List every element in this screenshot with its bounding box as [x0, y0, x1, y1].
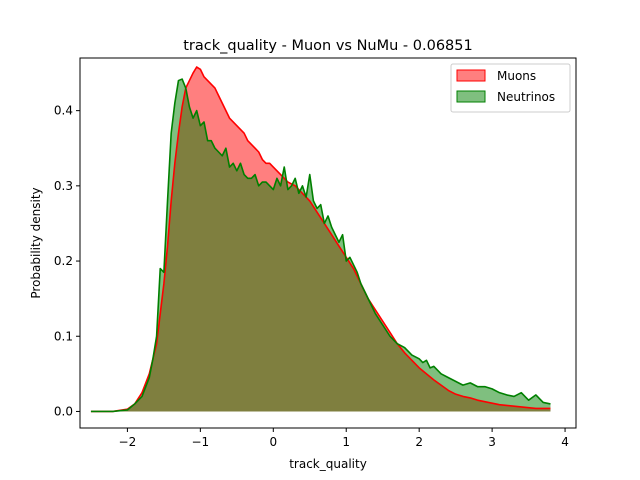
x-axis-label: track_quality — [289, 457, 367, 471]
y-tick-label: 0.1 — [54, 329, 73, 343]
y-axis-label: Probability density — [29, 187, 43, 298]
x-tick-label: 1 — [342, 435, 350, 449]
y-tick-label: 0.3 — [54, 179, 73, 193]
x-axis-ticks: −2 −1 0 1 2 3 4 — [119, 428, 569, 449]
x-tick-label: −2 — [119, 435, 137, 449]
legend-label-neutrinos: Neutrinos — [497, 90, 555, 104]
x-tick-label: 3 — [488, 435, 496, 449]
legend-label-muons: Muons — [497, 69, 536, 83]
line-muons — [90, 66, 551, 413]
y-axis-ticks: 0.0 0.1 0.2 0.3 0.4 — [54, 104, 80, 418]
area-neutrinos — [90, 79, 551, 412]
axes-frame — [79, 57, 577, 429]
line-neutrinos — [90, 78, 551, 413]
legend: Muons Neutrinos — [450, 63, 571, 113]
x-tick-label: 4 — [561, 435, 569, 449]
series-fills — [90, 67, 551, 412]
series-lines — [90, 66, 551, 413]
y-tick-label: 0.0 — [54, 404, 73, 418]
y-tick-label: 0.2 — [54, 254, 73, 268]
legend-swatch-muons — [456, 69, 486, 82]
y-tick-label: 0.4 — [54, 104, 73, 118]
x-tick-label: −1 — [192, 435, 210, 449]
chart-title: track_quality - Muon vs NuMu - 0.06851 — [183, 38, 472, 54]
x-tick-label: 2 — [415, 435, 423, 449]
legend-swatch-neutrinos — [456, 90, 486, 103]
x-tick-label: 0 — [269, 435, 277, 449]
